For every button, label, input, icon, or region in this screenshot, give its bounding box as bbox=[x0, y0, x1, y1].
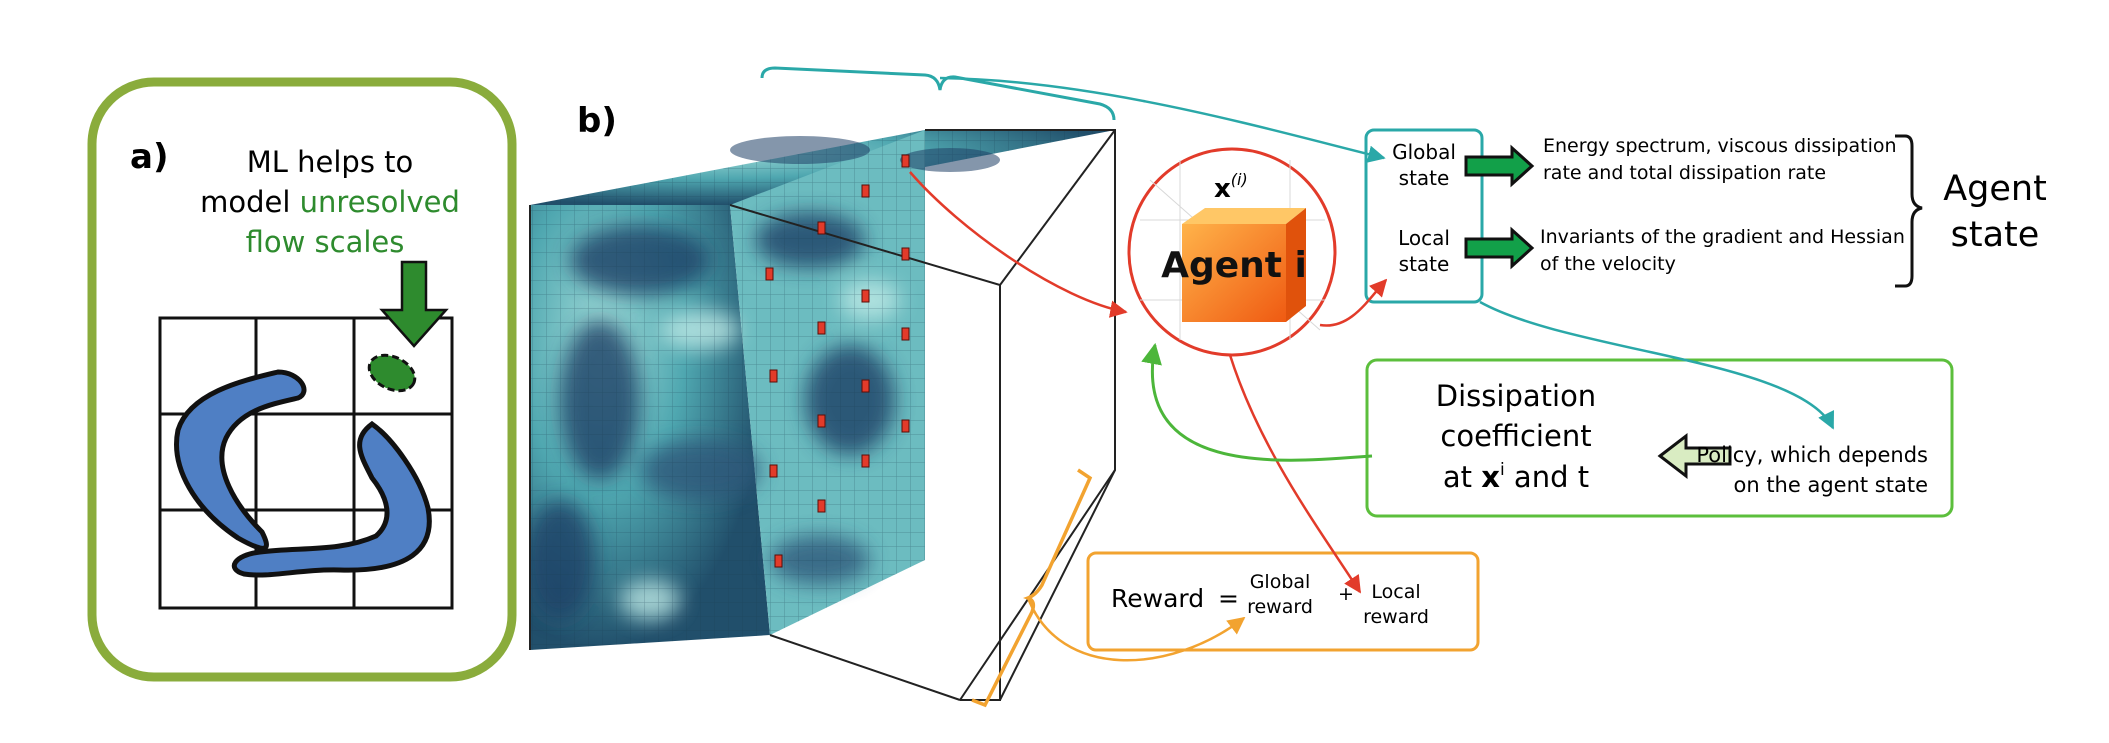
brace-to-global-reward-arrow bbox=[1026, 597, 1246, 662]
dissipation-line1: Dissipation bbox=[1436, 379, 1596, 413]
panel-a-caption-line2: model unresolved bbox=[200, 185, 460, 219]
global-state-description: Energy spectrum, viscous dissipation rate… bbox=[1543, 135, 1897, 184]
state-to-policy-arrow bbox=[1479, 300, 1835, 430]
local-reward-label: Local reward bbox=[1363, 581, 1429, 628]
panel-b-label: b) bbox=[577, 101, 617, 141]
local-state-label: Local state bbox=[1398, 226, 1450, 276]
policy-box bbox=[1365, 358, 1954, 518]
reward-box bbox=[1086, 551, 1480, 652]
reward-equals: = bbox=[1218, 584, 1239, 613]
agent-to-state-arrow bbox=[1319, 278, 1388, 327]
green-down-arrow bbox=[379, 260, 449, 348]
panel-b: b) bbox=[529, 66, 2047, 708]
policy-to-dissipation-arrow bbox=[1657, 432, 1732, 480]
agent-name: Agent i bbox=[1161, 245, 1307, 286]
agent-symbol: x(i) bbox=[1214, 170, 1248, 204]
simulation-cube bbox=[529, 129, 1116, 708]
agent-state-label: Agent state bbox=[1943, 169, 2047, 255]
global-reward-label: Global reward bbox=[1247, 571, 1313, 618]
caption-unresolved-word: unresolved bbox=[300, 185, 460, 219]
panel-a-label: a) bbox=[130, 137, 168, 177]
global-state-arrow bbox=[1464, 144, 1535, 188]
caption-model-word: model bbox=[200, 185, 300, 219]
panel-a-caption-line1: ML helps to bbox=[247, 145, 414, 179]
dissipation-line2: coefficient bbox=[1440, 419, 1591, 453]
local-state-description: Invariants of the gradient and Hessian of… bbox=[1540, 226, 1905, 275]
agent-zoom: x(i) Agent i bbox=[1127, 147, 1337, 357]
agent-state-brace bbox=[1895, 134, 1923, 288]
reward-label: Reward bbox=[1111, 584, 1204, 613]
brace-to-global-state-arrow bbox=[939, 76, 1386, 163]
dissipation-to-agent-arrow bbox=[1141, 342, 1373, 462]
global-state-label: Global state bbox=[1392, 140, 1456, 190]
agent-markers bbox=[765, 154, 910, 568]
vortex-right-shape bbox=[231, 420, 432, 578]
unresolved-scale-blob bbox=[367, 353, 417, 393]
state-box bbox=[1364, 128, 1484, 304]
bottom-brace bbox=[971, 468, 1093, 708]
panel-a-caption-line3: flow scales bbox=[246, 225, 405, 259]
policy-description: Policy, which depends on the agent state bbox=[1696, 443, 1928, 497]
dissipation-line3: at xi and t bbox=[1443, 460, 1589, 494]
panel-a: a) ML helps to model unresolved flow sca… bbox=[87, 77, 517, 682]
vortex-left-shape bbox=[174, 369, 307, 551]
cube-to-agent-arrow bbox=[909, 171, 1128, 318]
local-state-arrow bbox=[1464, 226, 1535, 270]
agent-to-local-reward-arrow bbox=[1228, 354, 1362, 594]
reward-plus: + bbox=[1338, 583, 1354, 605]
top-brace bbox=[760, 66, 1116, 121]
